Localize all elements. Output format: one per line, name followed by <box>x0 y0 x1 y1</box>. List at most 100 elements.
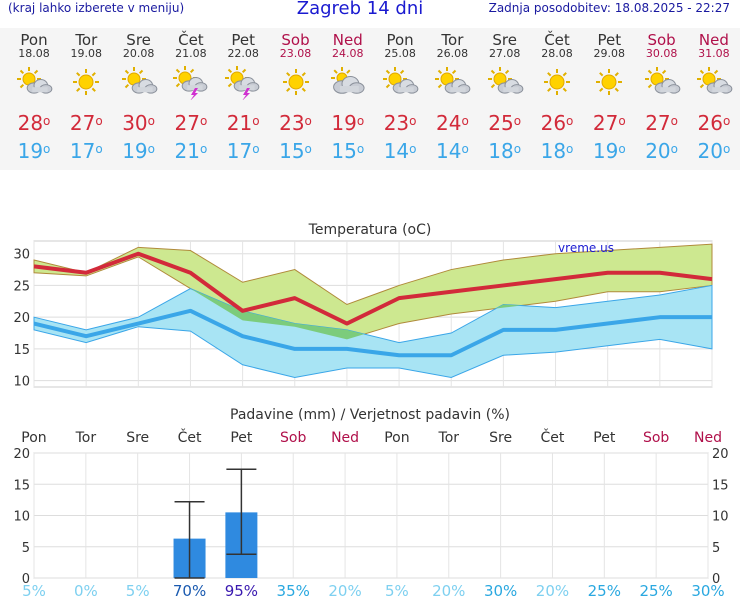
day-label: Ned <box>331 430 359 446</box>
degree-symbol: o <box>618 142 626 156</box>
max-temperature: 26o <box>531 112 583 134</box>
day-name: Pet <box>597 31 622 49</box>
min-temperature: 15o <box>270 140 322 162</box>
sun-icon <box>544 69 570 95</box>
day-label: Tor <box>75 430 97 446</box>
precipitation-probability: 5% <box>385 582 409 600</box>
degree-symbol: o <box>566 142 574 156</box>
day-label: Čet <box>541 428 565 446</box>
min-temperature-value: 18 <box>540 139 567 163</box>
day-name: Pon <box>386 31 414 49</box>
max-temperature: 26o <box>688 112 740 134</box>
day-date: 18.08 <box>18 47 50 60</box>
min-temperature-value: 15 <box>331 139 357 163</box>
daily-forecast-strip: Pon 18.08 28o 19o Tor 19.08 27o 17o Sre 20.08 30o 1… <box>0 28 740 170</box>
day-date: 30.08 <box>645 47 678 60</box>
min-temperature-line <box>33 308 712 358</box>
min-temperature: 20o <box>688 140 740 162</box>
degree-symbol: o <box>513 142 522 156</box>
y-tick-label-right: 10 <box>712 510 729 525</box>
day-date: 23.08 <box>279 47 312 60</box>
min-temperature: 20o <box>636 140 688 162</box>
day-column: Pon 18.08 28o 19o <box>8 28 60 162</box>
min-temperature-value: 17 <box>69 139 96 163</box>
degree-symbol: o <box>722 114 731 128</box>
max-temperature-value: 27 <box>174 111 200 135</box>
degree-symbol: o <box>43 114 51 128</box>
max-temperature: 23o <box>374 112 426 134</box>
sun-cloud-icon <box>121 67 157 94</box>
min-temperature: 19o <box>8 140 60 162</box>
day-label: Ned <box>694 430 722 446</box>
degree-symbol: o <box>252 142 260 156</box>
day-column: Čet 28.08 26o 18o <box>531 28 583 162</box>
max-temperature: 19o <box>322 112 374 134</box>
day-column: Ned 31.08 26o 20o <box>688 28 740 162</box>
day-label: Pet <box>593 430 616 446</box>
sun-cloud-icon <box>435 67 471 94</box>
precipitation-error-bar <box>174 501 205 579</box>
min-temperature-value: 19 <box>17 139 44 163</box>
precipitation-probability: 25% <box>639 582 672 600</box>
y-tick-label: 20 <box>13 311 30 326</box>
min-temperature-value: 20 <box>697 139 723 163</box>
min-temperature: 18o <box>479 140 531 162</box>
day-name: Sre <box>492 31 517 49</box>
sun-icon <box>596 69 623 95</box>
y-tick-label: 15 <box>13 343 30 358</box>
max-temperature: 28o <box>8 112 60 134</box>
day-column: Sob 23.08 23o 15o <box>270 28 322 162</box>
y-tick-label: 15 <box>13 478 30 493</box>
y-tick-label: 10 <box>13 510 30 525</box>
max-temperature: 30o <box>113 112 165 134</box>
temperature-chart: Temperatura (oC) 10 15 20 25 30 vreme.us <box>13 222 713 390</box>
sun-icon <box>73 69 100 95</box>
day-label: Tor <box>438 430 460 446</box>
max-temperature-value: 28 <box>17 111 44 135</box>
precipitation-probability: 5% <box>126 582 150 600</box>
day-column: Čet 21.08 27o 21o <box>165 28 217 162</box>
min-temperature: 19o <box>113 140 165 162</box>
precipitation-probability: 20% <box>328 582 361 600</box>
sun-icon <box>282 69 309 95</box>
day-name: Pon <box>20 31 48 49</box>
degree-symbol: o <box>199 142 208 156</box>
day-name: Sob <box>647 31 676 49</box>
max-temperature-value: 23 <box>383 111 410 135</box>
day-date: 31.08 <box>698 47 730 60</box>
min-temperature-value: 18 <box>488 139 514 163</box>
day-name: Pet <box>231 31 255 49</box>
day-date: 26.08 <box>436 47 469 60</box>
y-tick-label-right: 0 <box>712 572 720 587</box>
precipitation-probability: 25% <box>588 582 621 600</box>
degree-symbol: o <box>147 114 155 128</box>
day-date: 29.08 <box>593 47 626 60</box>
day-label: Sre <box>489 430 512 446</box>
temperature-chart-title: Temperatura (oC) <box>308 222 432 238</box>
watermark: vreme.us <box>558 241 614 255</box>
min-temperature: 14o <box>374 140 426 162</box>
day-column: Sre 27.08 25o 18o <box>479 28 531 162</box>
min-temperature-value: 17 <box>226 139 253 163</box>
max-temperature-value: 19 <box>331 111 357 135</box>
min-temperature-value: 14 <box>383 139 410 163</box>
degree-symbol: o <box>95 114 103 128</box>
day-name: Čet <box>544 31 570 49</box>
day-column: Tor 19.08 27o 17o <box>60 28 112 162</box>
degree-symbol: o <box>461 142 469 156</box>
precipitation-probability: 20% <box>432 582 465 600</box>
day-label: Sob <box>643 430 669 446</box>
precipitation-chart: Padavine (mm) / Verjetnost padavin (%) Po… <box>13 407 729 600</box>
day-label: Pon <box>21 430 46 446</box>
precipitation-probability: 70% <box>173 582 206 600</box>
y-tick-label-right: 5 <box>712 541 720 556</box>
y-tick-label: 10 <box>13 375 30 390</box>
max-temperature-value: 23 <box>279 111 305 135</box>
day-name: Ned <box>698 31 729 49</box>
day-column: Pet 29.08 27o 19o <box>583 28 635 162</box>
degree-symbol: o <box>43 142 51 156</box>
max-temperature: 27o <box>636 112 688 134</box>
max-temperature: 27o <box>583 112 635 134</box>
day-name: Tor <box>441 31 464 49</box>
day-label: Sob <box>280 430 306 446</box>
